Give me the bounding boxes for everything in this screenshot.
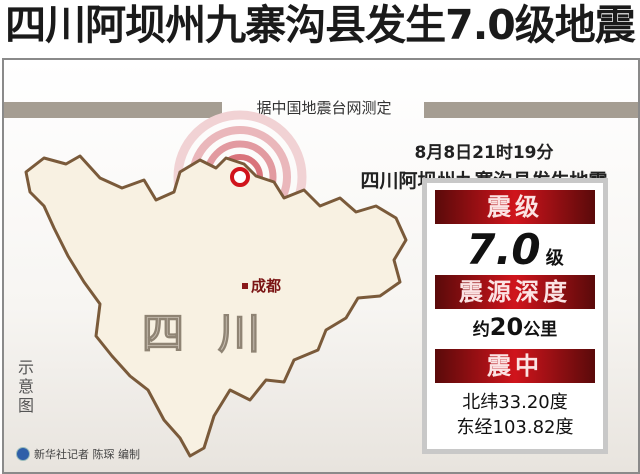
magnitude-unit: 级 <box>545 248 564 269</box>
longitude: 东经103.82度 <box>456 417 574 438</box>
xinhua-logo-icon <box>16 447 30 461</box>
city-dot-icon <box>242 282 248 289</box>
quake-time: 8月8日21时19分 <box>414 143 554 163</box>
latitude: 北纬33.20度 <box>462 392 568 413</box>
depth-header: 震源深度 <box>435 275 595 309</box>
sichuan-map <box>24 110 408 458</box>
source-text: 据中国地震台网测定 <box>256 99 392 117</box>
magnitude: 7.0 级 <box>427 225 603 274</box>
magnitude-header: 震级 <box>435 190 595 224</box>
magnitude-value: 7.0 <box>466 225 541 274</box>
map-legend: 示意图 <box>18 358 35 415</box>
info-panel: 震级 7.0 级 震源深度 约20公里 震中 北纬33.20度 东经103.82… <box>422 178 608 454</box>
depth-unit: 公里 <box>523 320 558 340</box>
credit: 新华社记者 陈琛 编制 <box>16 446 140 462</box>
province-label: 四川 <box>141 309 295 359</box>
page-title: 四川阿坝州九寨沟县发生7.0级地震 <box>5 1 636 49</box>
province-outline <box>24 154 408 458</box>
city-chengdu: 成都 <box>242 275 281 296</box>
depth-value: 20 <box>489 313 524 341</box>
infographic-frame: 据中国地震台网测定 四川 成都 8月8日21时19分 四川阿坝州九寨沟县发生地震… <box>2 58 640 474</box>
epicenter-header: 震中 <box>435 349 595 383</box>
epicenter-marker <box>230 167 250 187</box>
divider-right <box>424 102 638 118</box>
credit-text: 新华社记者 陈琛 编制 <box>34 448 140 461</box>
divider-left <box>4 102 222 118</box>
city-label: 成都 <box>251 277 282 295</box>
depth-prefix: 约 <box>472 320 490 340</box>
depth: 约20公里 <box>427 313 603 341</box>
